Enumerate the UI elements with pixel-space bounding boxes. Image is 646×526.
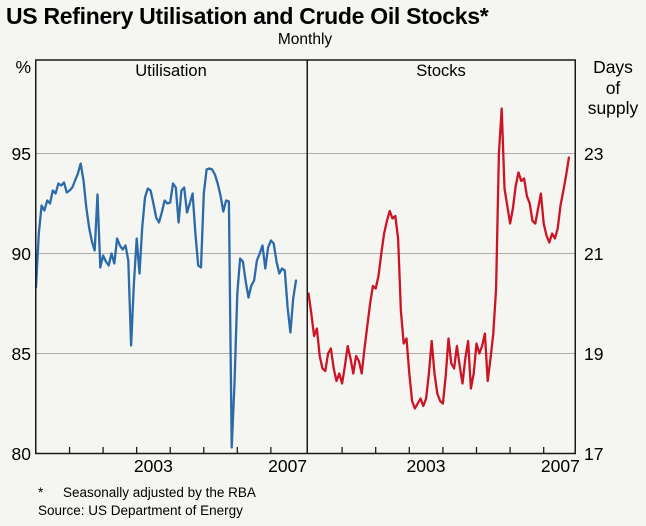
left-axis-unit-label: % xyxy=(15,57,31,77)
utilisation-line xyxy=(34,162,298,449)
panel-label-stocks: Stocks xyxy=(416,62,466,80)
stocks-line xyxy=(307,107,571,410)
right-axis-tick-label: 23 xyxy=(584,143,604,164)
right-axis-tick-label: 21 xyxy=(584,243,604,264)
chart-title: US Refinery Utilisation and Crude Oil St… xyxy=(6,3,489,29)
plot-frame xyxy=(35,59,576,455)
left-axis-tick-label: 80 xyxy=(11,443,31,464)
footnote-marker: * xyxy=(38,485,44,500)
x-label-left-2003: 2003 xyxy=(133,456,173,476)
panel-label-utilisation: Utilisation xyxy=(135,62,207,80)
x-label-left-2007: 2007 xyxy=(268,456,308,476)
left-axis-tick-label: 90 xyxy=(11,243,31,264)
source-text: Source: US Department of Energy xyxy=(38,503,243,518)
right-axis-tick-label: 17 xyxy=(584,443,604,464)
right-axis-unit-label: Days of supply xyxy=(587,57,639,119)
chart-subtitle: Monthly xyxy=(277,31,333,48)
left-axis-tick-label: 95 xyxy=(11,143,31,164)
x-label-right-2007: 2007 xyxy=(540,456,580,476)
footnote-text: Seasonally adjusted by the RBA xyxy=(63,485,256,500)
x-label-right-2003: 2003 xyxy=(406,456,446,476)
left-axis-tick-label: 85 xyxy=(11,343,31,364)
right-axis-tick-label: 19 xyxy=(584,343,604,364)
